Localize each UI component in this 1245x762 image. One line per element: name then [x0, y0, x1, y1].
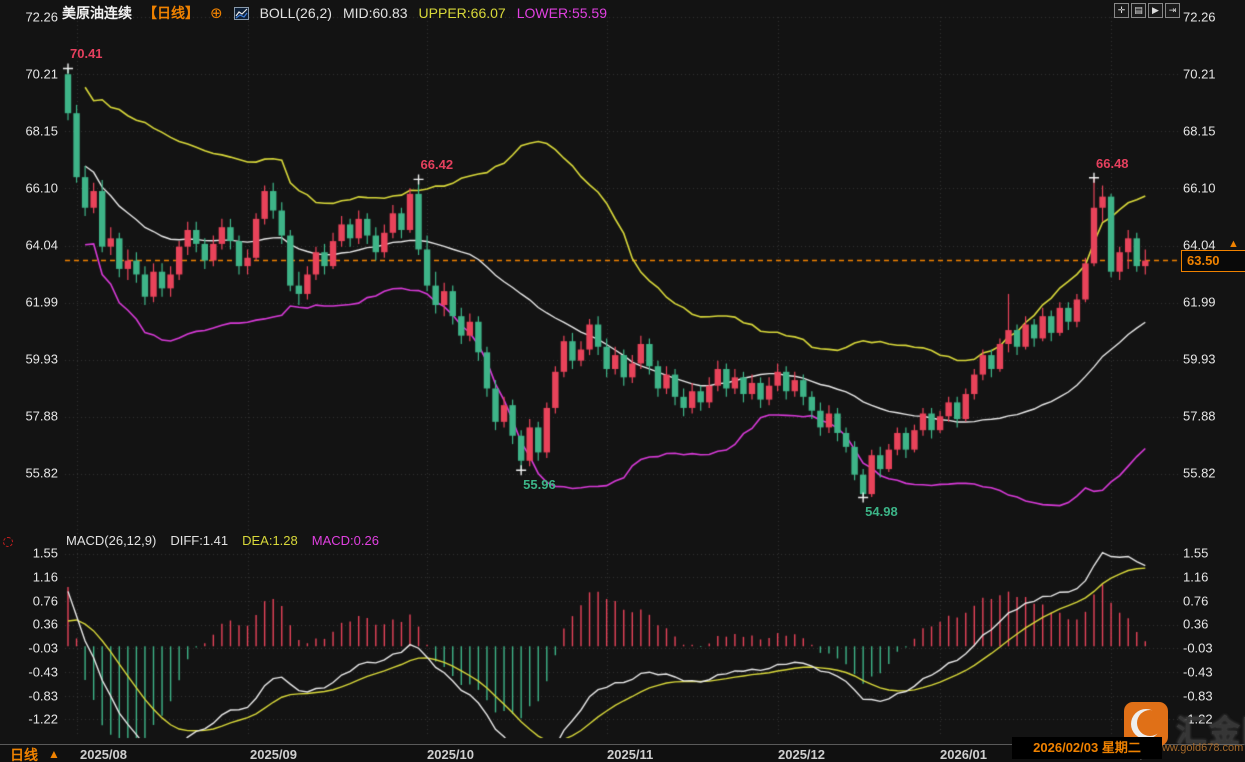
swing-high-label: 66.48: [1096, 155, 1129, 171]
price-tick: 64.04: [25, 237, 58, 253]
site-url: www.gold678.com: [1154, 742, 1244, 754]
date-tick: 2025/08: [80, 747, 127, 762]
current-price-tag: 63.50: [1181, 250, 1245, 272]
price-tick: 57.88: [1183, 408, 1216, 424]
price-tick: 61.99: [1183, 294, 1216, 310]
exit-window-icon[interactable]: ⇥: [1165, 3, 1180, 18]
macd-header: MACD(26,12,9) DIFF:1.41 DEA:1.28 MACD:0.…: [66, 533, 379, 548]
price-tick: 64.04: [1183, 237, 1216, 253]
macd-tick: 0.76: [32, 593, 58, 609]
price-tick: 59.93: [1183, 351, 1216, 367]
time-axis-bar: [0, 744, 1245, 762]
swing-high-label: 70.41: [70, 46, 103, 62]
macd-tick: 0.76: [1183, 593, 1209, 609]
macd-tick: 1.16: [32, 569, 58, 585]
boll-lower-value: LOWER:55.59: [516, 5, 607, 21]
boll-indicator-label: BOLL(26,2): [259, 5, 332, 21]
swing-low-label: 55.96: [523, 477, 556, 493]
swing-low-label: 54.98: [865, 504, 898, 520]
date-tick: 2025/10: [427, 747, 474, 762]
date-tick: 2025/12: [778, 747, 825, 762]
macd-tick: 1.55: [1183, 545, 1209, 561]
latest-price-arrow-icon[interactable]: ▲: [1228, 238, 1239, 250]
macd-indicator-label: MACD(26,12,9): [66, 533, 157, 548]
symbol-name: 美原油连续: [62, 5, 132, 21]
price-tick: 55.82: [25, 465, 58, 481]
date-tick: 2025/11: [607, 747, 654, 762]
macd-tick: -0.43: [1183, 664, 1213, 680]
swing-high-label: 66.42: [420, 157, 454, 173]
play-window-icon[interactable]: ▶: [1148, 3, 1163, 18]
boll-mid-value: MID:60.83: [342, 5, 408, 21]
price-tick: 57.88: [25, 408, 58, 424]
site-name: 汇金网: [1176, 714, 1245, 749]
price-tick: 70.21: [1183, 66, 1216, 82]
price-tick: 59.93: [25, 351, 58, 367]
macd-tick: -0.43: [28, 664, 58, 680]
macd-tick: 0.36: [32, 616, 58, 632]
date-tick: 2026/01: [940, 747, 987, 762]
macd-tick: 1.55: [32, 545, 58, 561]
crosshair-date-tag: 2026/02/03 星期二: [1012, 737, 1162, 759]
macd-tick: -0.83: [1183, 688, 1213, 704]
macd-tick: 1.16: [1183, 569, 1209, 585]
price-tick: 68.15: [1183, 123, 1216, 139]
macd-dea-value: DEA:1.28: [242, 533, 298, 548]
period-tag[interactable]: 【日线】: [143, 5, 199, 21]
macd-tick: 0.36: [1183, 616, 1209, 632]
macd-tick: -0.03: [1183, 640, 1213, 656]
macd-macd-value: MACD:0.26: [311, 533, 379, 548]
chart-type-icon[interactable]: [233, 6, 249, 20]
price-tick: 72.26: [25, 9, 58, 25]
macd-tick: -0.03: [28, 640, 58, 656]
scale-window-icon[interactable]: ▤: [1131, 3, 1146, 18]
price-tick: 70.21: [25, 66, 58, 82]
price-tick: 66.10: [25, 180, 58, 196]
macd-settings-icon[interactable]: [3, 537, 13, 547]
macd-tick: -1.22: [1183, 711, 1213, 727]
price-tick: 55.82: [1183, 465, 1216, 481]
pan-icon[interactable]: ✛: [1114, 3, 1129, 18]
price-tick: 61.99: [25, 294, 58, 310]
boll-upper-value: UPPER:66.07: [418, 5, 506, 21]
period-button[interactable]: 日线: [8, 745, 42, 762]
price-tick: 68.15: [25, 123, 58, 139]
date-tick: 2025/09: [250, 747, 297, 762]
period-dropdown-arrow-icon[interactable]: ▲: [48, 747, 60, 761]
macd-tick: -0.83: [28, 688, 58, 704]
price-tick: 66.10: [1183, 180, 1216, 196]
macd-diff-value: DIFF:1.41: [170, 533, 229, 548]
chart-header: 美原油连续 【日线】 ⊕ BOLL(26,2) MID:60.83 UPPER:…: [62, 3, 607, 23]
macd-tick: -1.22: [28, 711, 58, 727]
price-tick: 72.26: [1183, 9, 1216, 25]
window-controls: ✛ ▤ ▶ ⇥: [1114, 3, 1180, 18]
add-indicator-icon[interactable]: ⊕: [210, 5, 223, 22]
